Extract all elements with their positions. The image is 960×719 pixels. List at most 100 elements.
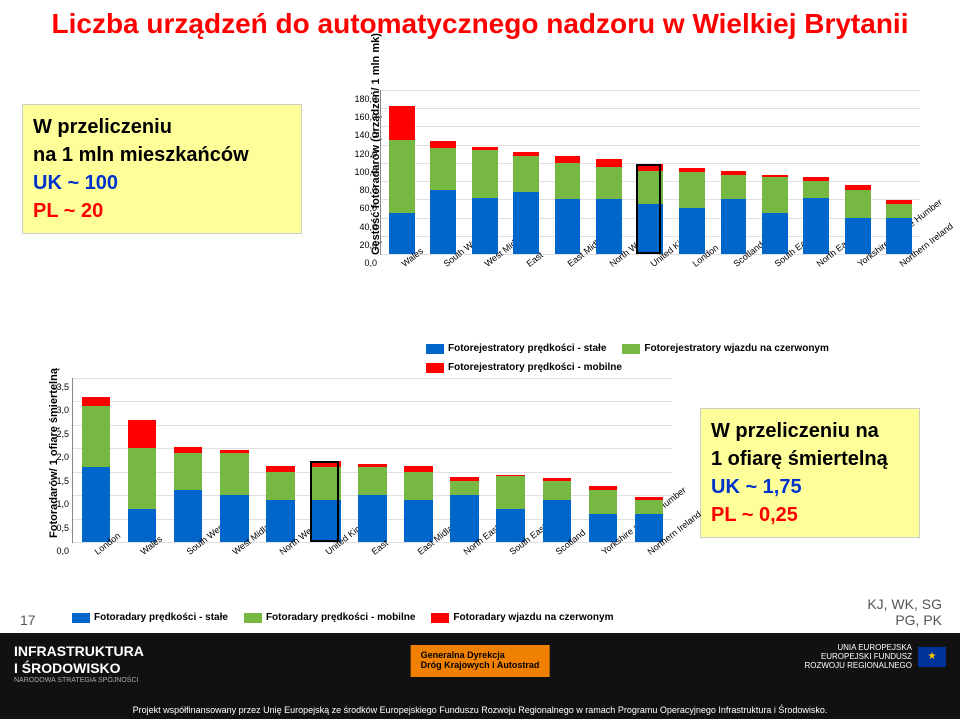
legend-item: Fotoradary prędkości - stałe [72, 612, 228, 623]
gridline [73, 378, 672, 379]
bar [389, 106, 415, 254]
gridline [73, 425, 672, 426]
bar-segment [543, 500, 572, 542]
legend-swatch [244, 613, 262, 623]
bar-segment [679, 172, 705, 208]
legend-label: Fotoradary wjazdu na czerwonym [453, 612, 613, 623]
bar-segment [513, 192, 539, 254]
bar-segment [312, 467, 341, 500]
ytick: 2,0 [56, 452, 73, 462]
legend-item: Fotorejestratory wjazdu na czerwonym [622, 343, 829, 354]
bar-segment [845, 190, 871, 217]
bar-segment [450, 481, 479, 495]
ytick: 0,5 [56, 523, 73, 533]
bar-segment [803, 181, 829, 197]
bar-segment [886, 218, 912, 254]
bar [596, 159, 622, 254]
footer-disclaimer: Projekt współfinansowany przez Unię Euro… [0, 705, 960, 715]
bar-segment [845, 218, 871, 254]
bar [886, 200, 912, 254]
bar [543, 478, 572, 542]
legend-swatch [72, 613, 90, 623]
note-right-line4: PL ~ 0,25 [711, 501, 909, 529]
bar-segment [555, 156, 581, 163]
bar [513, 152, 539, 254]
footer-mid: Generalna Dyrekcja Dróg Krajowych i Auto… [411, 645, 550, 677]
note-left-line4: PL ~ 20 [33, 197, 291, 225]
footer-left: INFRASTRUKTURA I ŚRODOWISKO NARODOWA STR… [14, 643, 144, 685]
bar-segment [638, 171, 664, 204]
bar-segment [589, 490, 618, 513]
bar-segment [128, 420, 157, 448]
bar [404, 466, 433, 542]
bar-segment [430, 190, 456, 254]
note-right-line2: 1 ofiarę śmiertelną [711, 445, 909, 473]
footer-left-title2: I ŚRODOWISKO [14, 660, 144, 677]
ytick: 1,0 [56, 499, 73, 509]
bar-segment [886, 204, 912, 218]
ytick: 2,5 [56, 429, 73, 439]
note-left: W przeliczeniu na 1 mln mieszkańców UK ~… [22, 104, 302, 234]
bar-segment [596, 199, 622, 254]
bar-segment [82, 397, 111, 406]
bar-segment [450, 495, 479, 542]
bar-segment [389, 106, 415, 141]
fatality-chart-legend: Fotoradary prędkości - stałe Fotoradary p… [72, 612, 652, 623]
ytick: 120,0 [354, 149, 381, 159]
bar-segment [312, 500, 341, 542]
fatality-chart: Fotoradarów/ 1 ofiarę śmiertelną 0,00,51… [72, 378, 672, 543]
page-title: Liczba urządzeń do automatycznego nadzor… [20, 8, 940, 40]
legend-item: Fotoradary prędkości - mobilne [244, 612, 415, 623]
ytick: 20,0 [359, 240, 381, 250]
legend-label: Fotorejestratory prędkości - stałe [448, 343, 606, 354]
gridline [73, 448, 672, 449]
bar-segment [635, 500, 664, 514]
bar [128, 420, 157, 542]
eu-flag-icon: ★ [918, 647, 946, 667]
bar [450, 477, 479, 542]
legend-swatch [431, 613, 449, 623]
note-right-line1: W przeliczeniu na [711, 417, 909, 445]
note-right: W przeliczeniu na 1 ofiarę śmiertelną UK… [700, 408, 920, 538]
bar [589, 486, 618, 542]
ytick: 0,0 [56, 546, 73, 556]
bar-segment [389, 140, 415, 213]
bar-segment [430, 148, 456, 190]
bar-segment [174, 453, 203, 490]
bar [803, 177, 829, 254]
bar [430, 141, 456, 254]
gridline [381, 145, 920, 146]
bar [174, 447, 203, 542]
footer-right: UNIA EUROPEJSKA EUROPEJSKI FUNDUSZ ROZWO… [804, 643, 946, 670]
bar [220, 450, 249, 542]
bar [635, 497, 664, 542]
bar-segment [220, 495, 249, 542]
gridline [73, 401, 672, 402]
legend-swatch [426, 363, 444, 373]
footer-left-title1: INFRASTRUKTURA [14, 643, 144, 660]
bar-segment [543, 481, 572, 500]
note-left-line3: UK ~ 100 [33, 169, 291, 197]
bar [679, 168, 705, 254]
legend-item: Fotorejestratory prędkości - stałe [426, 343, 606, 354]
bar [721, 171, 747, 254]
bar-segment [555, 199, 581, 254]
legend-label: Fotorejestratory wjazdu na czerwonym [644, 343, 829, 354]
ytick: 180,0 [354, 94, 381, 104]
bar-segment [430, 141, 456, 148]
bar [266, 466, 295, 542]
legend-label: Fotoradary prędkości - mobilne [266, 612, 415, 623]
bar-segment [266, 472, 295, 500]
legend-item: Fotorejestratory prędkości - mobilne [426, 362, 622, 373]
ytick: 3,5 [56, 382, 73, 392]
ytick: 80,0 [359, 185, 381, 195]
attribution-line2: PG, PK [867, 612, 942, 628]
bar-segment [638, 204, 664, 254]
ytick: 160,0 [354, 112, 381, 122]
bar-segment [721, 199, 747, 254]
note-left-line2: na 1 mln mieszkańców [33, 141, 291, 169]
footer-right-line2: EUROPEJSKI FUNDUSZ [804, 652, 912, 661]
bar-segment [82, 467, 111, 542]
bar-segment [596, 167, 622, 200]
note-left-line1: W przeliczeniu [33, 113, 291, 141]
